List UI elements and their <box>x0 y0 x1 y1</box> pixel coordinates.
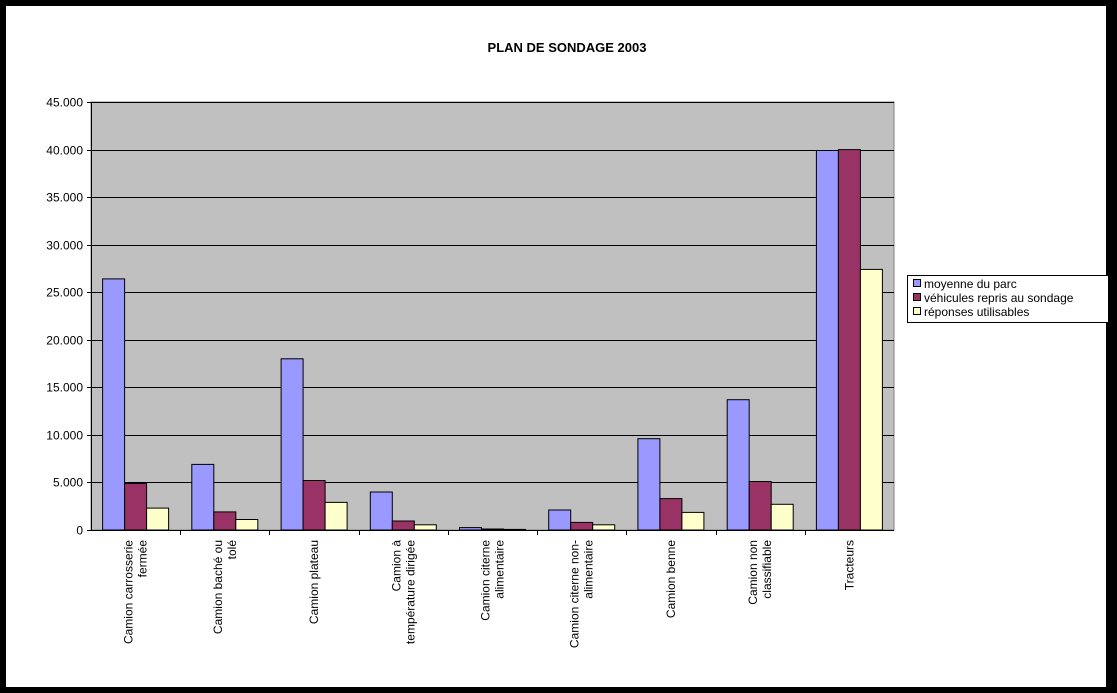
plot-area <box>90 101 895 531</box>
bar <box>280 358 304 531</box>
y-tick-label: 30.000 <box>46 239 83 253</box>
y-tick-label: 0 <box>76 524 83 538</box>
legend-swatch <box>913 279 921 287</box>
y-tick-label: 25.000 <box>46 286 83 300</box>
x-tick-label: Camion àtempérature dirigée <box>389 540 417 644</box>
legend-label: véhicules repris au sondage <box>924 291 1074 305</box>
y-tick-label: 40.000 <box>46 144 83 158</box>
legend-swatch <box>913 307 921 315</box>
y-tick-label: 10.000 <box>46 429 83 443</box>
bar <box>302 480 326 531</box>
bar <box>324 501 348 531</box>
bar <box>146 507 170 531</box>
x-tick-label: Camion benne <box>664 540 678 618</box>
bar <box>859 268 883 531</box>
bar <box>191 463 215 531</box>
y-tick-label: 5.000 <box>53 476 83 490</box>
bar <box>837 149 861 531</box>
legend-label: réponses utilisables <box>924 305 1029 319</box>
bar <box>503 528 526 531</box>
x-tick-label: Camion carrosseriefermée <box>122 540 150 644</box>
bar <box>748 481 772 531</box>
legend-box <box>907 275 1109 323</box>
bar <box>391 520 415 531</box>
y-tick-label: 45.000 <box>46 96 83 110</box>
bar <box>481 528 504 531</box>
y-tick-label: 35.000 <box>46 191 83 205</box>
bar <box>413 524 437 531</box>
x-tick-label: Camion citerne non-alimentaire <box>568 540 596 648</box>
bar <box>659 498 683 531</box>
bar <box>459 527 482 531</box>
bar <box>726 399 750 531</box>
x-tick-label: Tracteurs <box>842 540 856 590</box>
bar <box>681 511 705 531</box>
x-tick-label: Camion baché outolé <box>211 540 239 634</box>
x-tick-label: Camion plateau <box>307 540 321 624</box>
bar <box>102 278 126 531</box>
x-tick-label: Camion nonclassifiable <box>746 540 774 605</box>
bar <box>637 438 661 531</box>
bar <box>770 503 794 531</box>
legend-label: moyenne du parc <box>924 277 1017 291</box>
bar <box>213 511 237 531</box>
bar <box>369 491 393 531</box>
x-tick-label: Camion citernealimentaire <box>479 540 507 621</box>
bar <box>592 524 616 531</box>
y-tick-label: 20.000 <box>46 334 83 348</box>
legend-swatch <box>913 293 921 301</box>
bar <box>548 509 572 531</box>
bar <box>235 519 259 531</box>
bar <box>815 150 839 531</box>
bar <box>570 521 594 531</box>
chart-title: PLAN DE SONDAGE 2003 <box>488 40 647 55</box>
bar <box>124 482 148 531</box>
y-tick-label: 15.000 <box>46 381 83 395</box>
